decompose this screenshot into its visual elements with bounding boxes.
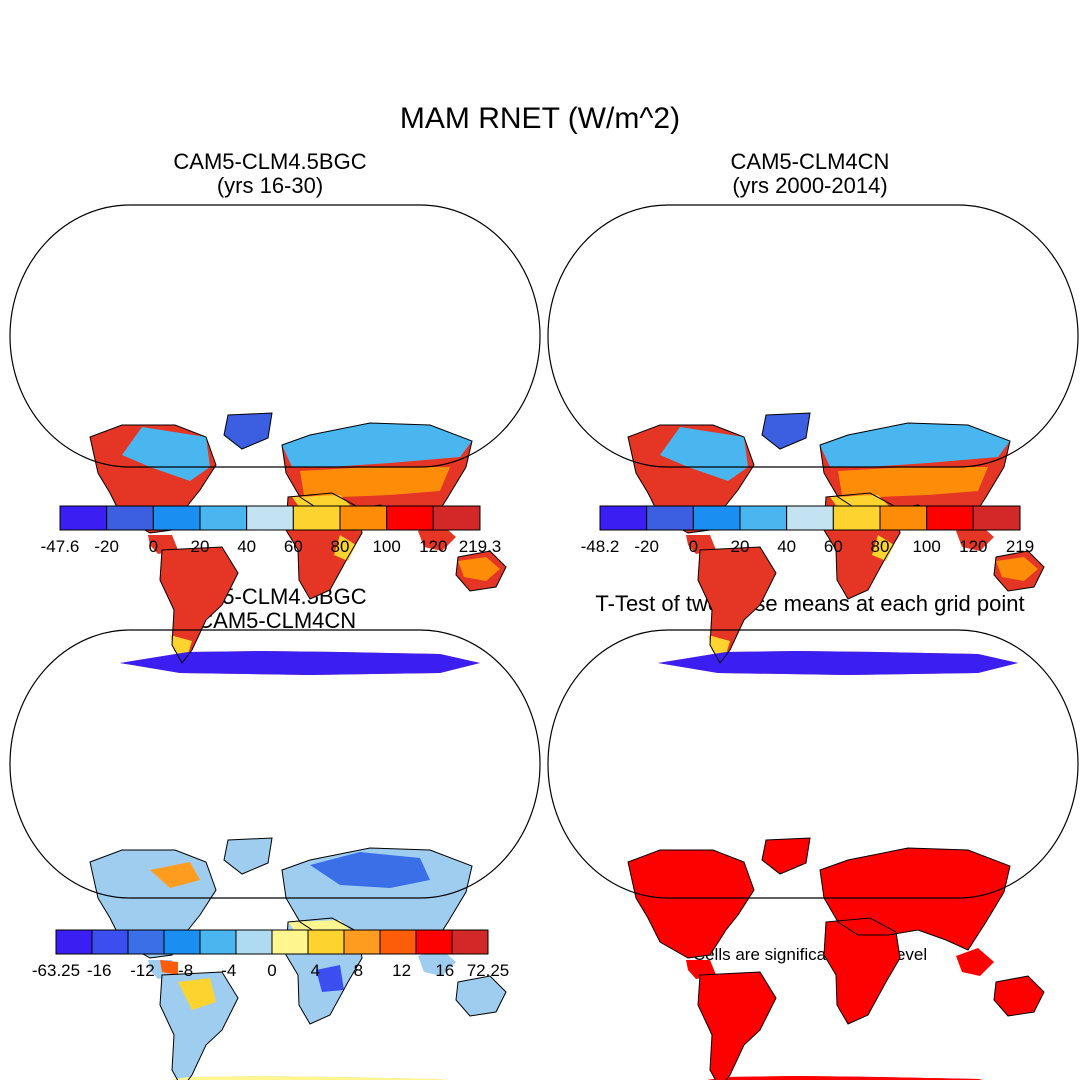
panel-1-greenland — [224, 413, 272, 449]
colorbar-1-swatch — [106, 505, 154, 531]
colorbar-2-tick-label: 219 — [1006, 537, 1034, 556]
colorbar-2-swatch — [786, 505, 834, 531]
colorbar-2-swatch — [646, 505, 694, 531]
colorbar-3-swatch — [379, 929, 417, 955]
colorbar-1-tick-label: 60 — [284, 537, 303, 556]
panel-2-title: CAM5-CLM4CN (yrs 2000-2014) — [620, 149, 1000, 199]
colorbar-3-tick-label: 72.25 — [467, 961, 510, 980]
colorbar-3-swatch — [271, 929, 309, 955]
colorbar-1-swatch — [339, 505, 388, 531]
colorbar-3-tick-label: -4 — [221, 961, 236, 980]
colorbar-2-tick-label: 0 — [689, 537, 698, 556]
panel-2-title-line-1: CAM5-CLM4CN — [730, 149, 890, 174]
colorbar-3-swatch — [343, 929, 381, 955]
colorbar-1-tick-label: 80 — [331, 537, 350, 556]
panel-4-map-frame — [547, 629, 1079, 899]
colorbar-2-tick-label: -20 — [634, 537, 659, 556]
colorbar-2-tick-label: 60 — [824, 537, 843, 556]
colorbar-1-tick-label: 0 — [149, 537, 158, 556]
colorbar-3-swatch — [451, 929, 489, 955]
colorbar-3-tick-label: 8 — [354, 961, 363, 980]
panel-2-map — [547, 204, 1079, 675]
panel-2-colorbar: -48.2 -20 0 20 40 60 80 100 120 219 — [581, 505, 1034, 556]
colorbar-3-swatch — [307, 929, 345, 955]
panel-4-map — [547, 629, 1079, 1080]
panel-3-colorbar: -63.25 -16 -12 -8 -4 0 4 8 12 16 72.25 — [32, 929, 510, 980]
colorbar-2-tick-label: -48.2 — [581, 537, 620, 556]
colorbar-2-swatch — [832, 505, 881, 531]
colorbar-1-swatch — [386, 505, 434, 531]
colorbar-3-tick-label: -8 — [178, 961, 193, 980]
colorbar-1-swatch — [59, 505, 108, 531]
colorbar-3-tick-label: 12 — [392, 961, 411, 980]
colorbar-2-swatch — [739, 505, 788, 531]
colorbar-1-swatch — [199, 505, 248, 531]
colorbar-3-tick-label: -12 — [130, 961, 155, 980]
colorbar-3-tick-label: 0 — [267, 961, 276, 980]
colorbar-1-tick-label: 20 — [191, 537, 210, 556]
panel-1-map-frame — [9, 204, 541, 468]
panel-2-greenland — [762, 413, 810, 449]
figure-title: MAM RNET (W/m^2) — [399, 102, 681, 135]
colorbar-3-tick-label: 16 — [435, 961, 454, 980]
panel-3-map-frame — [9, 629, 541, 899]
colorbar-2-tick-label: 100 — [912, 537, 940, 556]
colorbar-3-swatch — [199, 929, 237, 955]
panel-1-title-line-2: (yrs 16-30) — [216, 173, 324, 199]
colorbar-1-swatch — [246, 505, 294, 531]
colorbar-2-tick-label: 40 — [777, 537, 796, 556]
panel-1-antarctica — [120, 651, 480, 675]
colorbar-2-swatch — [692, 505, 741, 531]
colorbar-3-swatch — [55, 929, 93, 955]
colorbar-3-swatch — [235, 929, 273, 955]
colorbar-3-tick-label: -16 — [87, 961, 112, 980]
panel-2-antarctica — [658, 651, 1018, 675]
colorbar-3-tick-label: -63.25 — [32, 961, 80, 980]
colorbar-1-tick-label: 120 — [419, 537, 447, 556]
colorbar-2-tick-label: 80 — [871, 537, 890, 556]
colorbar-2-tick-label: 120 — [959, 537, 987, 556]
colorbar-3-swatch — [127, 929, 165, 955]
panel-1-title: CAM5-CLM4.5BGC (yrs 16-30) — [80, 149, 460, 199]
colorbar-2-swatch — [926, 505, 974, 531]
colorbar-2-swatch — [972, 505, 1021, 531]
colorbar-1-tick-label: 219.3 — [459, 537, 502, 556]
colorbar-1-swatch — [432, 505, 481, 531]
colorbar-1-tick-label: -20 — [94, 537, 119, 556]
panel-1-map — [9, 204, 541, 675]
colorbar-3-swatch — [91, 929, 129, 955]
panel-1-colorbar: -47.6 -20 0 20 40 60 80 100 120 219.3 — [41, 505, 502, 556]
colorbar-2-swatch — [879, 505, 928, 531]
colorbar-3-tick-label: 4 — [310, 961, 319, 980]
colorbar-1-swatch — [292, 505, 341, 531]
panel-3-land — [90, 838, 506, 1080]
panel-2-title-line-2: (yrs 2000-2014) — [732, 173, 888, 199]
colorbar-2-swatch — [599, 505, 648, 531]
colorbar-2-tick-label: 20 — [731, 537, 750, 556]
colorbar-3-swatch — [415, 929, 453, 955]
panel-3-land-shapes — [90, 838, 506, 1080]
panel-4-title-line-1: T-Test of two Case means at each grid po… — [595, 591, 1025, 616]
panel-2-map-frame — [547, 204, 1079, 468]
panel-3-map — [9, 629, 541, 1080]
colorbar-3-swatch — [163, 929, 201, 955]
panel-1-title-line-1: CAM5-CLM4.5BGC — [173, 149, 367, 174]
colorbar-1-tick-label: -47.6 — [41, 537, 80, 556]
colorbar-1-swatch — [152, 505, 201, 531]
panel-4-title: T-Test of two Case means at each grid po… — [545, 591, 1075, 616]
colorbar-1-tick-label: 40 — [237, 537, 256, 556]
colorbar-1-tick-label: 100 — [372, 537, 400, 556]
